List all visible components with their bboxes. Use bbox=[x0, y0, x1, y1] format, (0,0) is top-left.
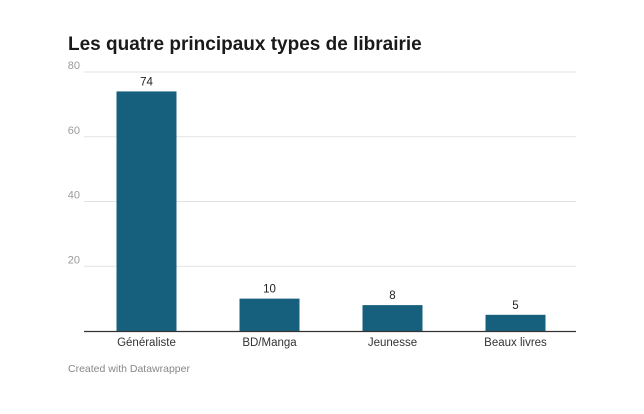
datawrapper-credit: Created with Datawrapper bbox=[68, 363, 190, 375]
value-labels: 74 10 8 5 bbox=[140, 76, 519, 311]
bar-value-label: 5 bbox=[512, 300, 518, 312]
bar-value-label: 74 bbox=[140, 76, 153, 88]
y-tick-label: 20 bbox=[68, 254, 80, 266]
category-label: Généraliste bbox=[117, 337, 176, 349]
chart-title: Les quatre principaux types de librairie bbox=[68, 34, 422, 55]
bar bbox=[116, 91, 177, 331]
bars bbox=[116, 91, 546, 331]
y-tick-label: 60 bbox=[68, 125, 80, 137]
bar-value-label: 8 bbox=[389, 290, 395, 302]
bar bbox=[485, 314, 546, 331]
category-label: Jeunesse bbox=[368, 337, 417, 349]
bar bbox=[239, 298, 300, 331]
y-tick-label: 80 bbox=[68, 60, 80, 72]
bar-value-label: 10 bbox=[263, 284, 276, 296]
y-axis-ticks: 20 40 60 80 bbox=[68, 60, 80, 266]
y-tick-label: 40 bbox=[68, 190, 80, 202]
bar bbox=[362, 305, 423, 331]
category-labels: Généraliste BD/Manga Jeunesse Beaux livres bbox=[117, 337, 547, 349]
category-label: Beaux livres bbox=[484, 337, 547, 349]
category-label: BD/Manga bbox=[242, 337, 297, 349]
